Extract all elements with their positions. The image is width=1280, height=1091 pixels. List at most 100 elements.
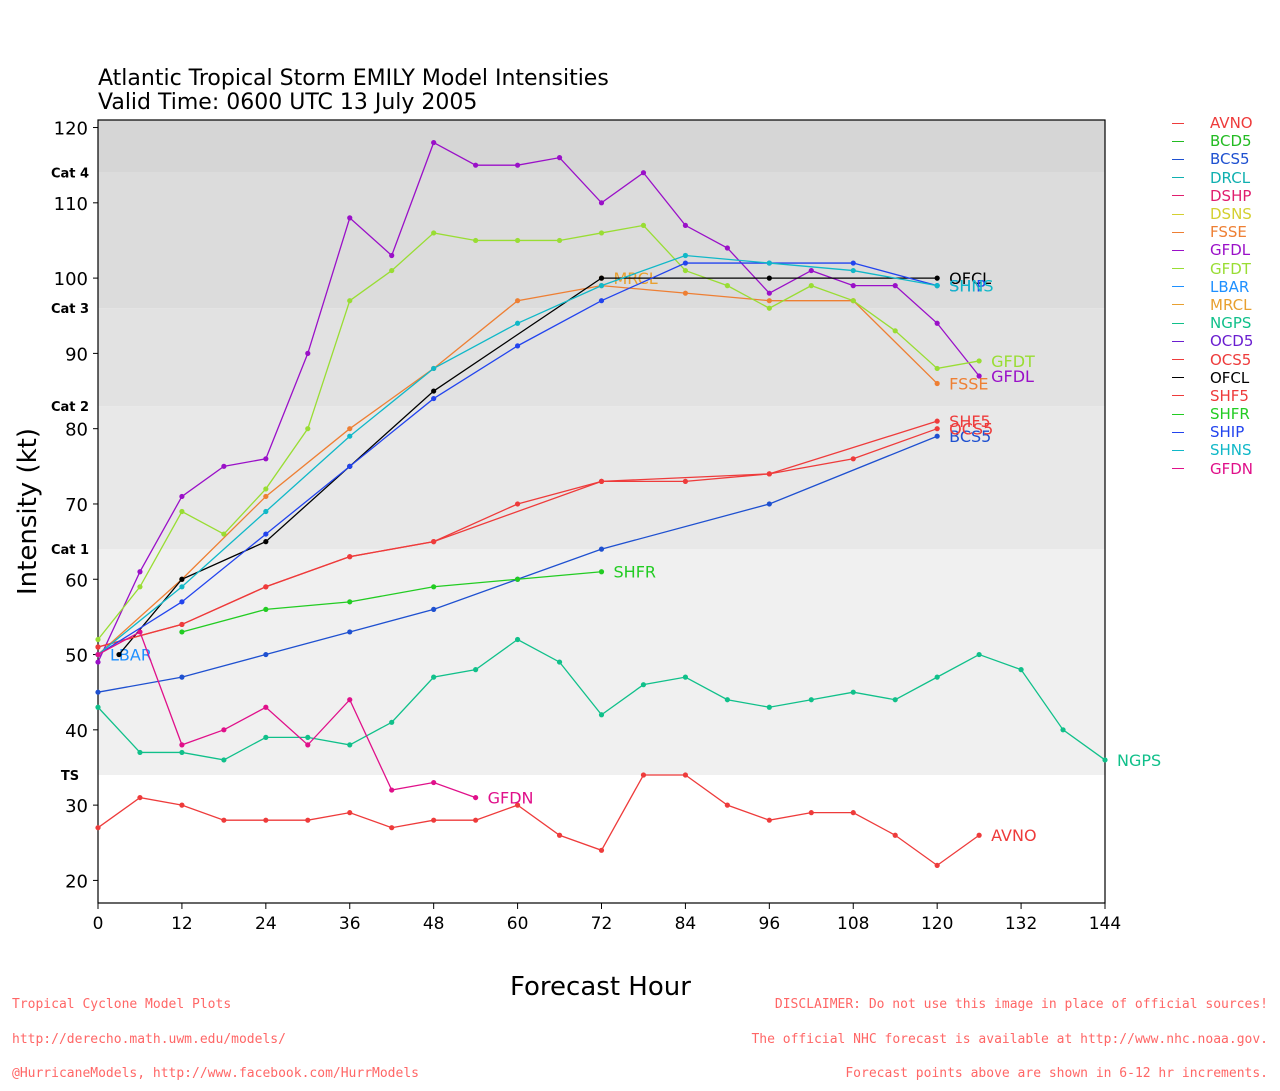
data-point [850,298,856,304]
data-point [431,395,437,402]
data-point [808,283,814,289]
data-point [347,810,353,816]
x-axis-label: Forecast Hour [510,972,691,1002]
data-point [347,426,353,432]
data-point [389,825,395,831]
series-line [97,631,476,799]
data-point [95,644,101,650]
series-line [97,774,980,867]
data-point [934,418,940,424]
legend-swatch [1172,340,1184,342]
legend-entry: GFDT [1172,260,1253,278]
data-point [598,200,605,206]
legend-label: DRCL [1210,168,1251,187]
y-tick-label: 30 [65,796,88,817]
x-tick-label: 24 [255,914,277,934]
series-end-label: FSSE [949,375,988,394]
data-point [431,674,437,680]
data-point [766,260,772,266]
data-point [263,486,269,492]
data-point [431,539,437,545]
data-point [598,230,605,236]
x-tick-label: 36 [339,914,361,934]
legend-swatch [1172,431,1184,433]
data-point [95,689,101,695]
data-point [514,320,521,326]
legend-label: GFDT [1210,259,1251,278]
data-point [137,629,143,635]
data-point [766,305,772,311]
data-point [1102,757,1108,763]
series-end-label: BCS5 [949,427,991,446]
data-point [934,674,940,680]
legend-label: SHNS [1210,441,1252,460]
data-point [221,727,227,733]
series-end-label: OFCL [949,269,991,288]
legend-entry: DRCL [1172,169,1253,187]
y-tick-label: 20 [65,871,88,892]
data-point [640,772,647,778]
y-tick-label: 80 [65,420,88,441]
legend-entry: SHIP [1172,423,1253,441]
data-point [808,697,814,703]
legend-swatch [1172,359,1184,361]
data-point [514,237,521,244]
data-point [724,245,730,251]
data-point [431,365,437,372]
data-point [473,794,479,801]
footer-disclaimer-line: The official NHC forecast is available a… [751,1031,1268,1047]
legend-entry: BCS5 [1172,150,1253,168]
x-tick-label: 60 [507,914,529,934]
data-point [556,155,563,161]
data-point [766,471,772,477]
data-point [431,139,437,146]
legend-entry: SHF5 [1172,387,1253,405]
y-tick-label: 70 [65,495,88,516]
legend-swatch [1172,158,1184,160]
series-end-label: OCS5 [949,420,993,439]
data-point [598,283,605,289]
legend-swatch [1172,286,1184,288]
data-point [934,426,940,432]
y-tick-label: 100 [54,269,88,290]
data-point [389,252,395,259]
data-point [116,651,122,658]
data-point [179,576,185,582]
category-label: Cat 4 [51,167,89,182]
data-point [934,380,940,387]
legend-label: LBAR [1210,277,1250,296]
legend-swatch [1172,213,1184,215]
data-point [808,267,814,274]
data-point [724,283,730,289]
data-point [179,584,185,590]
legend-swatch [1172,140,1184,142]
y-tick-label: 50 [65,646,88,667]
legend-entry: AVNO [1172,114,1253,132]
data-point [137,794,143,801]
series-end-label: LBAR [110,646,152,665]
legend-swatch [1172,231,1184,233]
legend-label: DSNS [1210,205,1252,224]
data-point [556,659,563,665]
intensity-chart: TS Cat 1 Cat 2 Cat 3 Cat 4 20 30 40 50 60 70 80 90 10… [13,119,1161,934]
data-point [263,817,269,823]
legend-swatch [1172,304,1184,306]
data-point [431,230,437,236]
legend: AVNO BCD5 BCS5 DRCL DSHP DSNS FSSE GFDL GFDT LBAR… [1172,114,1253,478]
footer-credit-line: Tropical Cyclone Model Plots [12,997,232,1012]
x-tick-label: 0 [93,914,104,934]
category-label: Cat 1 [51,543,89,558]
data-point [850,260,856,266]
data-point [347,599,353,605]
data-point [263,704,269,710]
legend-swatch [1172,122,1184,124]
data-point [95,636,101,643]
legend-swatch [1172,249,1184,251]
legend-swatch [1172,413,1184,415]
data-point [137,569,143,575]
category-label: Cat 2 [51,400,89,415]
data-point [640,682,647,688]
y-tick-label: 40 [65,721,88,742]
data-point [934,275,940,281]
legend-label: OCS5 [1210,350,1252,369]
